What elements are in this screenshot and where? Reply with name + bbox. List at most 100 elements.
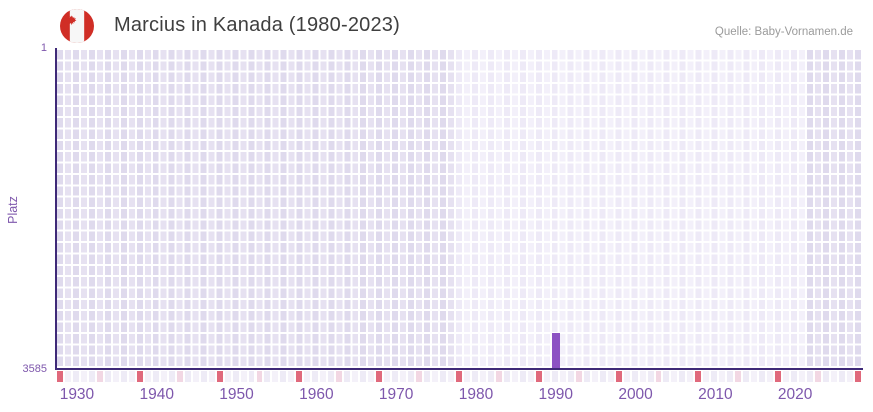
year-cell: [376, 371, 383, 382]
x-axis-line: [55, 368, 863, 370]
year-cell: [751, 371, 758, 382]
year-cell: [368, 371, 375, 382]
y-axis-line: [55, 48, 57, 370]
year-cell: [759, 371, 766, 382]
year-cell: [336, 371, 343, 382]
year-cell: [136, 371, 143, 382]
year-cell: [615, 371, 622, 382]
year-cell: [320, 371, 327, 382]
year-cell: [72, 371, 79, 382]
year-cell: [424, 371, 431, 382]
year-cell: [360, 371, 367, 382]
year-cell: [392, 371, 399, 382]
plot-area: [57, 50, 863, 368]
year-cell: [144, 371, 151, 382]
year-cell: [783, 371, 790, 382]
year-cell: [264, 371, 271, 382]
year-cell: [416, 371, 423, 382]
year-cell: [695, 371, 702, 382]
year-cell: [663, 371, 670, 382]
year-cell: [527, 371, 534, 382]
year-cell: [511, 371, 518, 382]
year-cell: [671, 371, 678, 382]
year-cell: [623, 371, 630, 382]
year-cell: [839, 371, 846, 382]
year-cell: [823, 371, 830, 382]
year-cell: [743, 371, 750, 382]
year-cell: [240, 371, 247, 382]
year-cell: [224, 371, 231, 382]
year-cell: [57, 371, 63, 382]
year-cell: [296, 371, 303, 382]
x-tick-label: 1990: [538, 386, 573, 403]
x-tick-label: 2010: [698, 386, 733, 403]
year-cell: [855, 371, 861, 382]
year-cell: [847, 371, 853, 382]
year-cell: [448, 371, 454, 382]
source-attribution: Quelle: Baby-Vornamen.de: [714, 26, 853, 38]
year-cell: [559, 371, 566, 382]
x-tick-label: 1970: [378, 386, 414, 403]
year-cell: [384, 371, 391, 382]
year-cell: [104, 371, 111, 382]
year-cell: [160, 371, 167, 382]
year-cell: [655, 371, 662, 382]
year-cell: [120, 371, 127, 382]
x-tick-label: 1940: [139, 386, 174, 403]
year-cell: [799, 371, 806, 382]
year-cell: [400, 371, 407, 382]
year-cell: [471, 371, 478, 382]
year-cell: [288, 371, 295, 382]
year-cell: [487, 371, 494, 382]
year-cell: [344, 371, 351, 382]
year-cell: [535, 371, 542, 382]
x-tick-label: 1980: [458, 386, 494, 403]
y-tick-best: 1: [40, 42, 47, 54]
year-cell: [607, 371, 614, 382]
year-cell: [184, 371, 191, 382]
year-cell: [304, 371, 311, 382]
year-cell: [767, 371, 774, 382]
year-cell: [687, 371, 694, 382]
year-cell: [495, 371, 502, 382]
year-cell: [328, 371, 335, 382]
year-cell: [128, 371, 135, 382]
year-cell: [679, 371, 686, 382]
canada-flag-icon: [60, 9, 94, 43]
year-cell: [599, 371, 606, 382]
year-cell: [703, 371, 710, 382]
year-cell: [831, 371, 838, 382]
year-cell: [647, 371, 654, 382]
year-cell: [432, 371, 439, 382]
year-cell: [208, 371, 215, 382]
year-cell: [807, 371, 814, 382]
highlight-band: [456, 50, 808, 368]
year-cell: [96, 371, 103, 382]
year-cell: [479, 371, 486, 382]
rank-bar[interactable]: [551, 332, 560, 368]
x-tick-label: 1950: [219, 386, 254, 403]
year-cell: [152, 371, 159, 382]
year-cell: [168, 371, 175, 382]
year-cell: [88, 371, 95, 382]
year-cell: [408, 371, 415, 382]
year-cell: [567, 371, 574, 382]
year-cell: [727, 371, 734, 382]
chart-title: Marcius in Kanada (1980-2023): [114, 14, 400, 36]
year-cell: [440, 371, 447, 382]
year-cell: [551, 371, 558, 382]
year-cell: [272, 371, 279, 382]
x-tick-label: 2020: [777, 386, 813, 403]
year-cell: [456, 371, 462, 382]
year-cell: [503, 371, 510, 382]
year-cell: [583, 371, 590, 382]
year-cell: [791, 371, 798, 382]
year-cell: [775, 371, 782, 382]
year-cell: [735, 371, 742, 382]
year-tick-strip: [57, 371, 863, 382]
year-cell: [815, 371, 822, 382]
year-cell: [280, 371, 287, 382]
year-cell: [591, 371, 598, 382]
year-cell: [312, 371, 319, 382]
